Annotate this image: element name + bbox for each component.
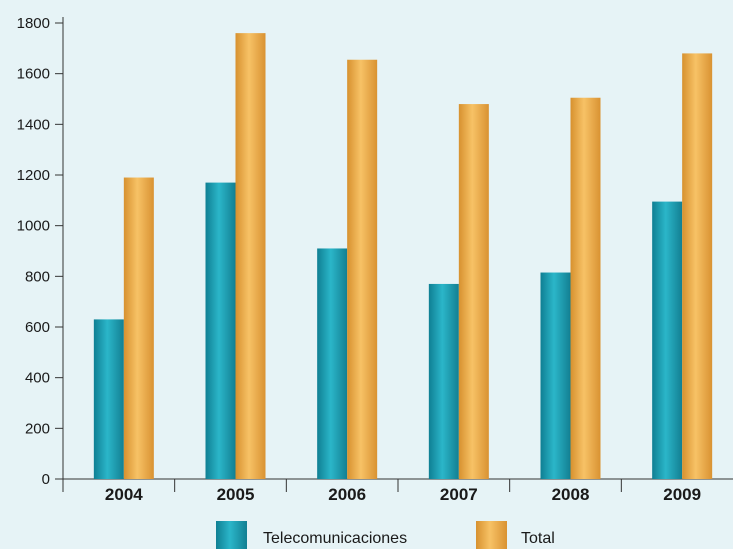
legend-label-telecomunicaciones: Telecomunicaciones [263,530,407,547]
bar-telecomunicaciones-2005 [205,182,236,479]
bars [93,33,713,480]
bar-telecomunicaciones-2004 [93,319,124,479]
bar-telecomunicaciones-2007 [428,283,459,479]
x-tick-label: 2006 [328,485,366,504]
y-tick-label: 0 [42,471,50,488]
bar-telecomunicaciones-2008 [540,272,571,479]
y-tick-label: 1000 [17,218,50,235]
y-tick-label: 800 [25,268,50,285]
x-tick-label: 2005 [217,485,255,504]
legend-swatch-total [476,521,507,549]
y-tick-label: 400 [25,370,50,387]
bar-total-2006 [347,59,378,479]
y-tick-label: 1200 [17,167,50,184]
x-tick-label: 2008 [552,485,590,504]
y-tick-label: 600 [25,319,50,336]
bar-total-2009 [682,53,713,480]
bar-total-2008 [570,97,601,479]
legend-swatch-telecomunicaciones [216,521,247,549]
axis-labels: 0 200 400 600 800 1000 1200 1400 1600 1800 2004 200… [17,15,701,504]
legend: Telecomunicaciones Total [216,521,555,549]
y-tick-label: 1800 [17,15,50,32]
x-tick-label: 2004 [105,485,143,504]
legend-label-total: Total [521,530,555,547]
bar-total-2004 [123,177,154,480]
bar-total-2005 [235,33,266,480]
bar-total-2007 [458,104,489,480]
y-tick-label: 200 [25,420,50,437]
x-tick-label: 2009 [663,485,701,504]
y-tick-label: 1400 [17,116,50,133]
x-tick-label: 2007 [440,485,478,504]
bar-telecomunicaciones-2006 [317,248,348,479]
axes [55,17,733,492]
bar-telecomunicaciones-2009 [652,201,683,479]
y-tick-label: 1600 [17,66,50,83]
